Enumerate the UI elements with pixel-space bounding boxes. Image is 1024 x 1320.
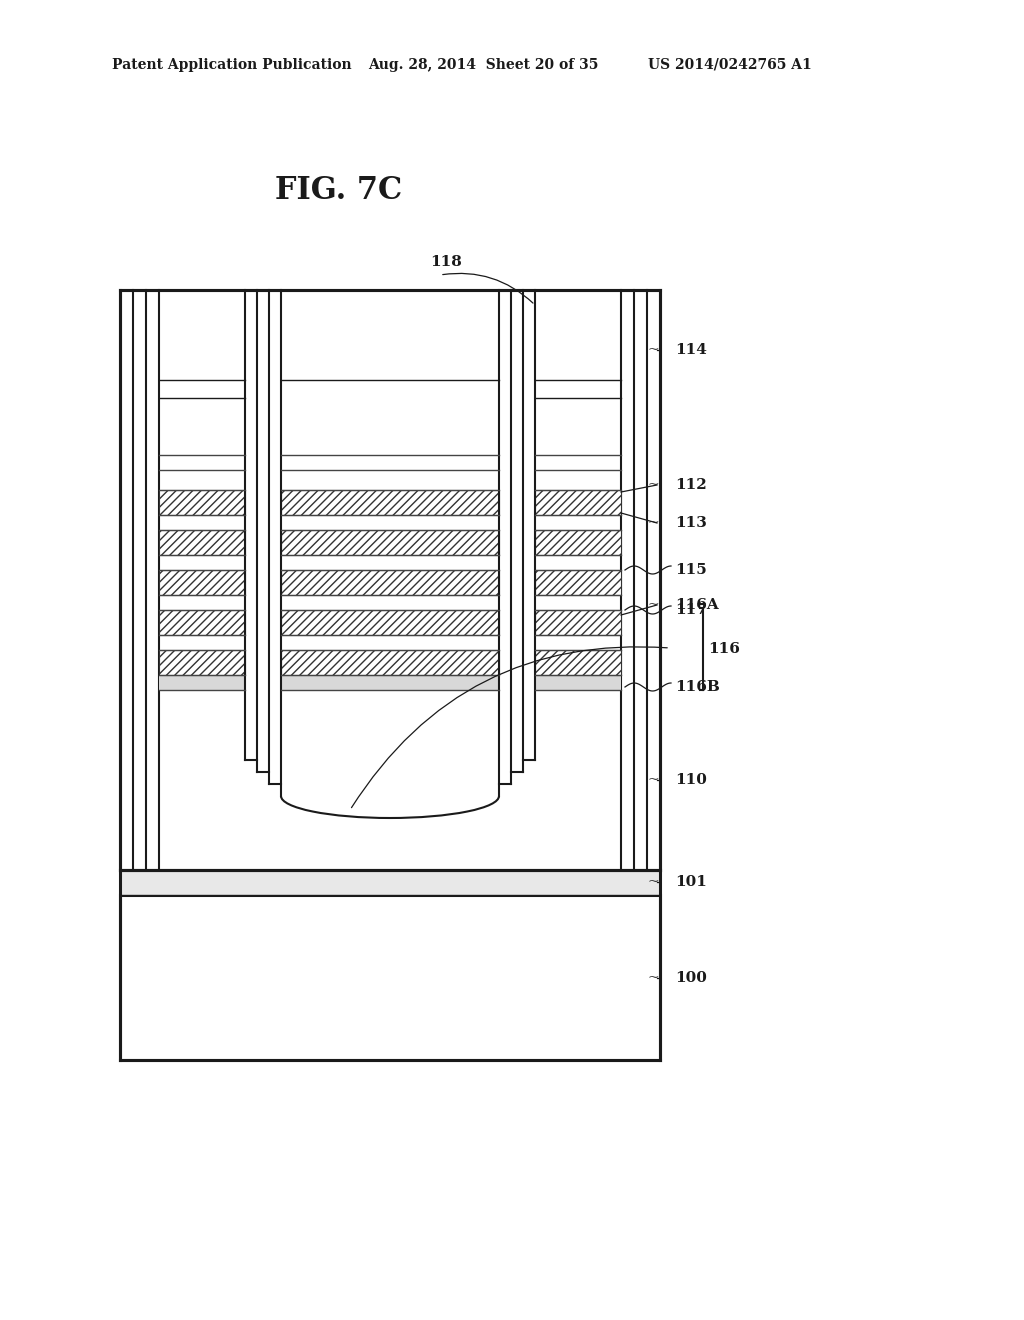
Bar xyxy=(159,649,245,675)
Text: 114: 114 xyxy=(675,343,707,356)
Text: 110: 110 xyxy=(675,774,707,787)
Bar xyxy=(535,570,621,595)
Bar xyxy=(120,290,660,870)
Text: 112: 112 xyxy=(675,478,707,492)
Bar xyxy=(535,675,621,690)
Bar xyxy=(281,490,499,515)
Bar xyxy=(281,649,499,675)
Bar xyxy=(120,895,660,1060)
Text: 113: 113 xyxy=(675,516,707,531)
Bar xyxy=(535,649,621,675)
Bar xyxy=(159,570,245,595)
Bar xyxy=(535,531,621,554)
Bar xyxy=(159,490,245,515)
Bar xyxy=(159,610,245,635)
Bar xyxy=(281,531,499,554)
Text: 116A: 116A xyxy=(675,598,719,612)
Text: ~: ~ xyxy=(647,598,659,612)
Text: US 2014/0242765 A1: US 2014/0242765 A1 xyxy=(648,58,812,73)
Bar xyxy=(535,490,621,515)
Text: 116: 116 xyxy=(708,642,740,656)
Text: 117: 117 xyxy=(675,603,707,616)
Text: Patent Application Publication: Patent Application Publication xyxy=(112,58,351,73)
Bar xyxy=(535,610,621,635)
Text: FIG. 7C: FIG. 7C xyxy=(275,176,402,206)
Text: 116B: 116B xyxy=(675,680,720,694)
Text: 118: 118 xyxy=(430,255,462,269)
Text: ~: ~ xyxy=(647,875,659,888)
Bar xyxy=(159,531,245,554)
Text: Aug. 28, 2014  Sheet 20 of 35: Aug. 28, 2014 Sheet 20 of 35 xyxy=(368,58,598,73)
Text: ~: ~ xyxy=(647,343,659,356)
Text: 101: 101 xyxy=(675,875,707,888)
Bar xyxy=(281,675,499,690)
Text: ~: ~ xyxy=(647,516,659,531)
Bar xyxy=(120,870,660,895)
Text: ~: ~ xyxy=(647,972,659,985)
Bar xyxy=(281,610,499,635)
Text: 115: 115 xyxy=(675,564,707,577)
Text: 100: 100 xyxy=(675,972,707,985)
Bar xyxy=(281,570,499,595)
Text: ~: ~ xyxy=(647,478,659,492)
Bar xyxy=(159,675,245,690)
Text: ~: ~ xyxy=(647,774,659,787)
